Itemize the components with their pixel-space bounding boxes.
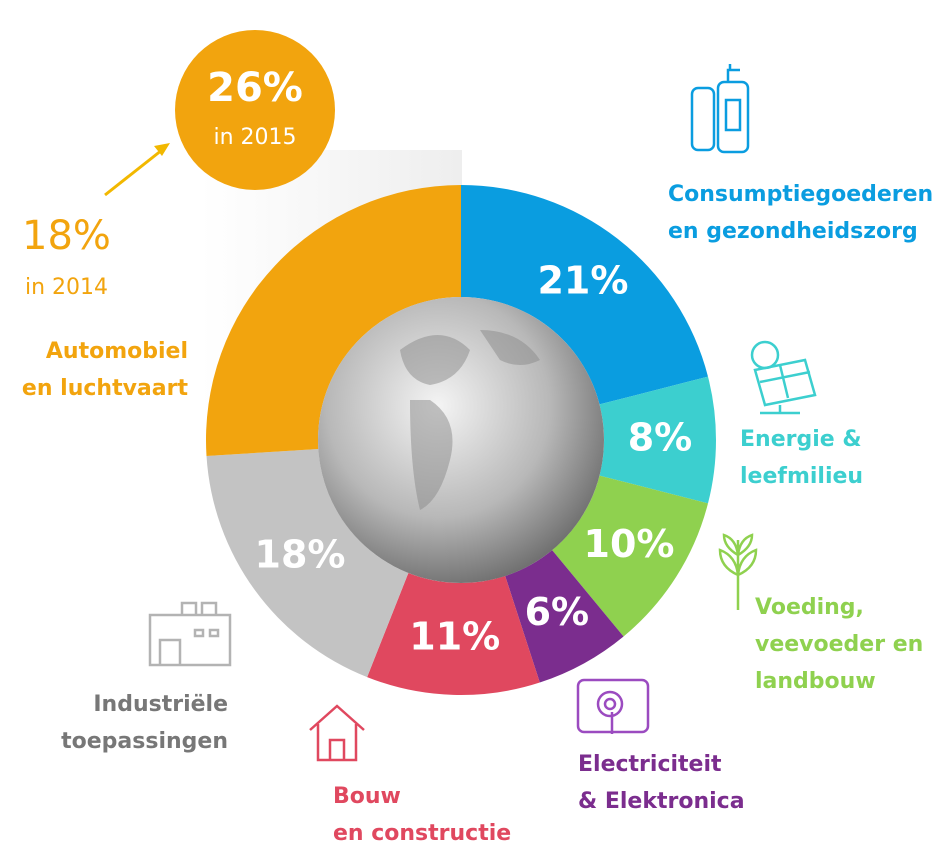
- donut: 21% 8% 10% 6% 11% 18%: [206, 185, 717, 696]
- category-label: Bouw en constructie: [333, 784, 511, 841]
- category-label: Energie & leefmilieu: [740, 427, 863, 489]
- highlight-circle: [175, 30, 335, 190]
- slice: [206, 185, 461, 457]
- highlight-value: 26%: [207, 65, 303, 111]
- globe: [318, 297, 604, 583]
- icon-energy: [750, 340, 817, 415]
- highlight-caption: in 2015: [213, 125, 296, 150]
- category-label: Electriciteit & Elektronica: [578, 752, 745, 814]
- category-label: Voeding, veevoeder en landbouw: [755, 595, 923, 694]
- slice: [599, 376, 717, 504]
- category-label: Consumptiegoederen en gezondheidszorg: [668, 182, 933, 244]
- value-label: 11%: [409, 614, 500, 658]
- slice: [461, 185, 708, 405]
- slice: [505, 550, 624, 683]
- category-label: Industriële toepassingen: [61, 692, 228, 754]
- arrow-head: [154, 143, 170, 156]
- icon-house: [309, 704, 365, 762]
- category-label: Automobiel en luchtvaart: [22, 339, 189, 401]
- value-label: 18%: [255, 532, 346, 576]
- previous-caption: in 2014: [25, 275, 108, 300]
- slice: [206, 448, 409, 678]
- value-label: 10%: [584, 522, 675, 566]
- previous-value: 18%: [22, 213, 111, 259]
- slice: [552, 475, 708, 637]
- value-label: 6%: [525, 590, 590, 634]
- icon-food: [718, 533, 758, 610]
- arrow: [104, 148, 163, 197]
- value-label: 8%: [628, 416, 693, 460]
- icon-industry: [148, 601, 232, 667]
- slice: [367, 572, 540, 696]
- value-label: 21%: [537, 258, 628, 302]
- globe-land: [400, 330, 540, 510]
- icon-electric: [576, 678, 650, 734]
- icon-consumer: [690, 64, 750, 154]
